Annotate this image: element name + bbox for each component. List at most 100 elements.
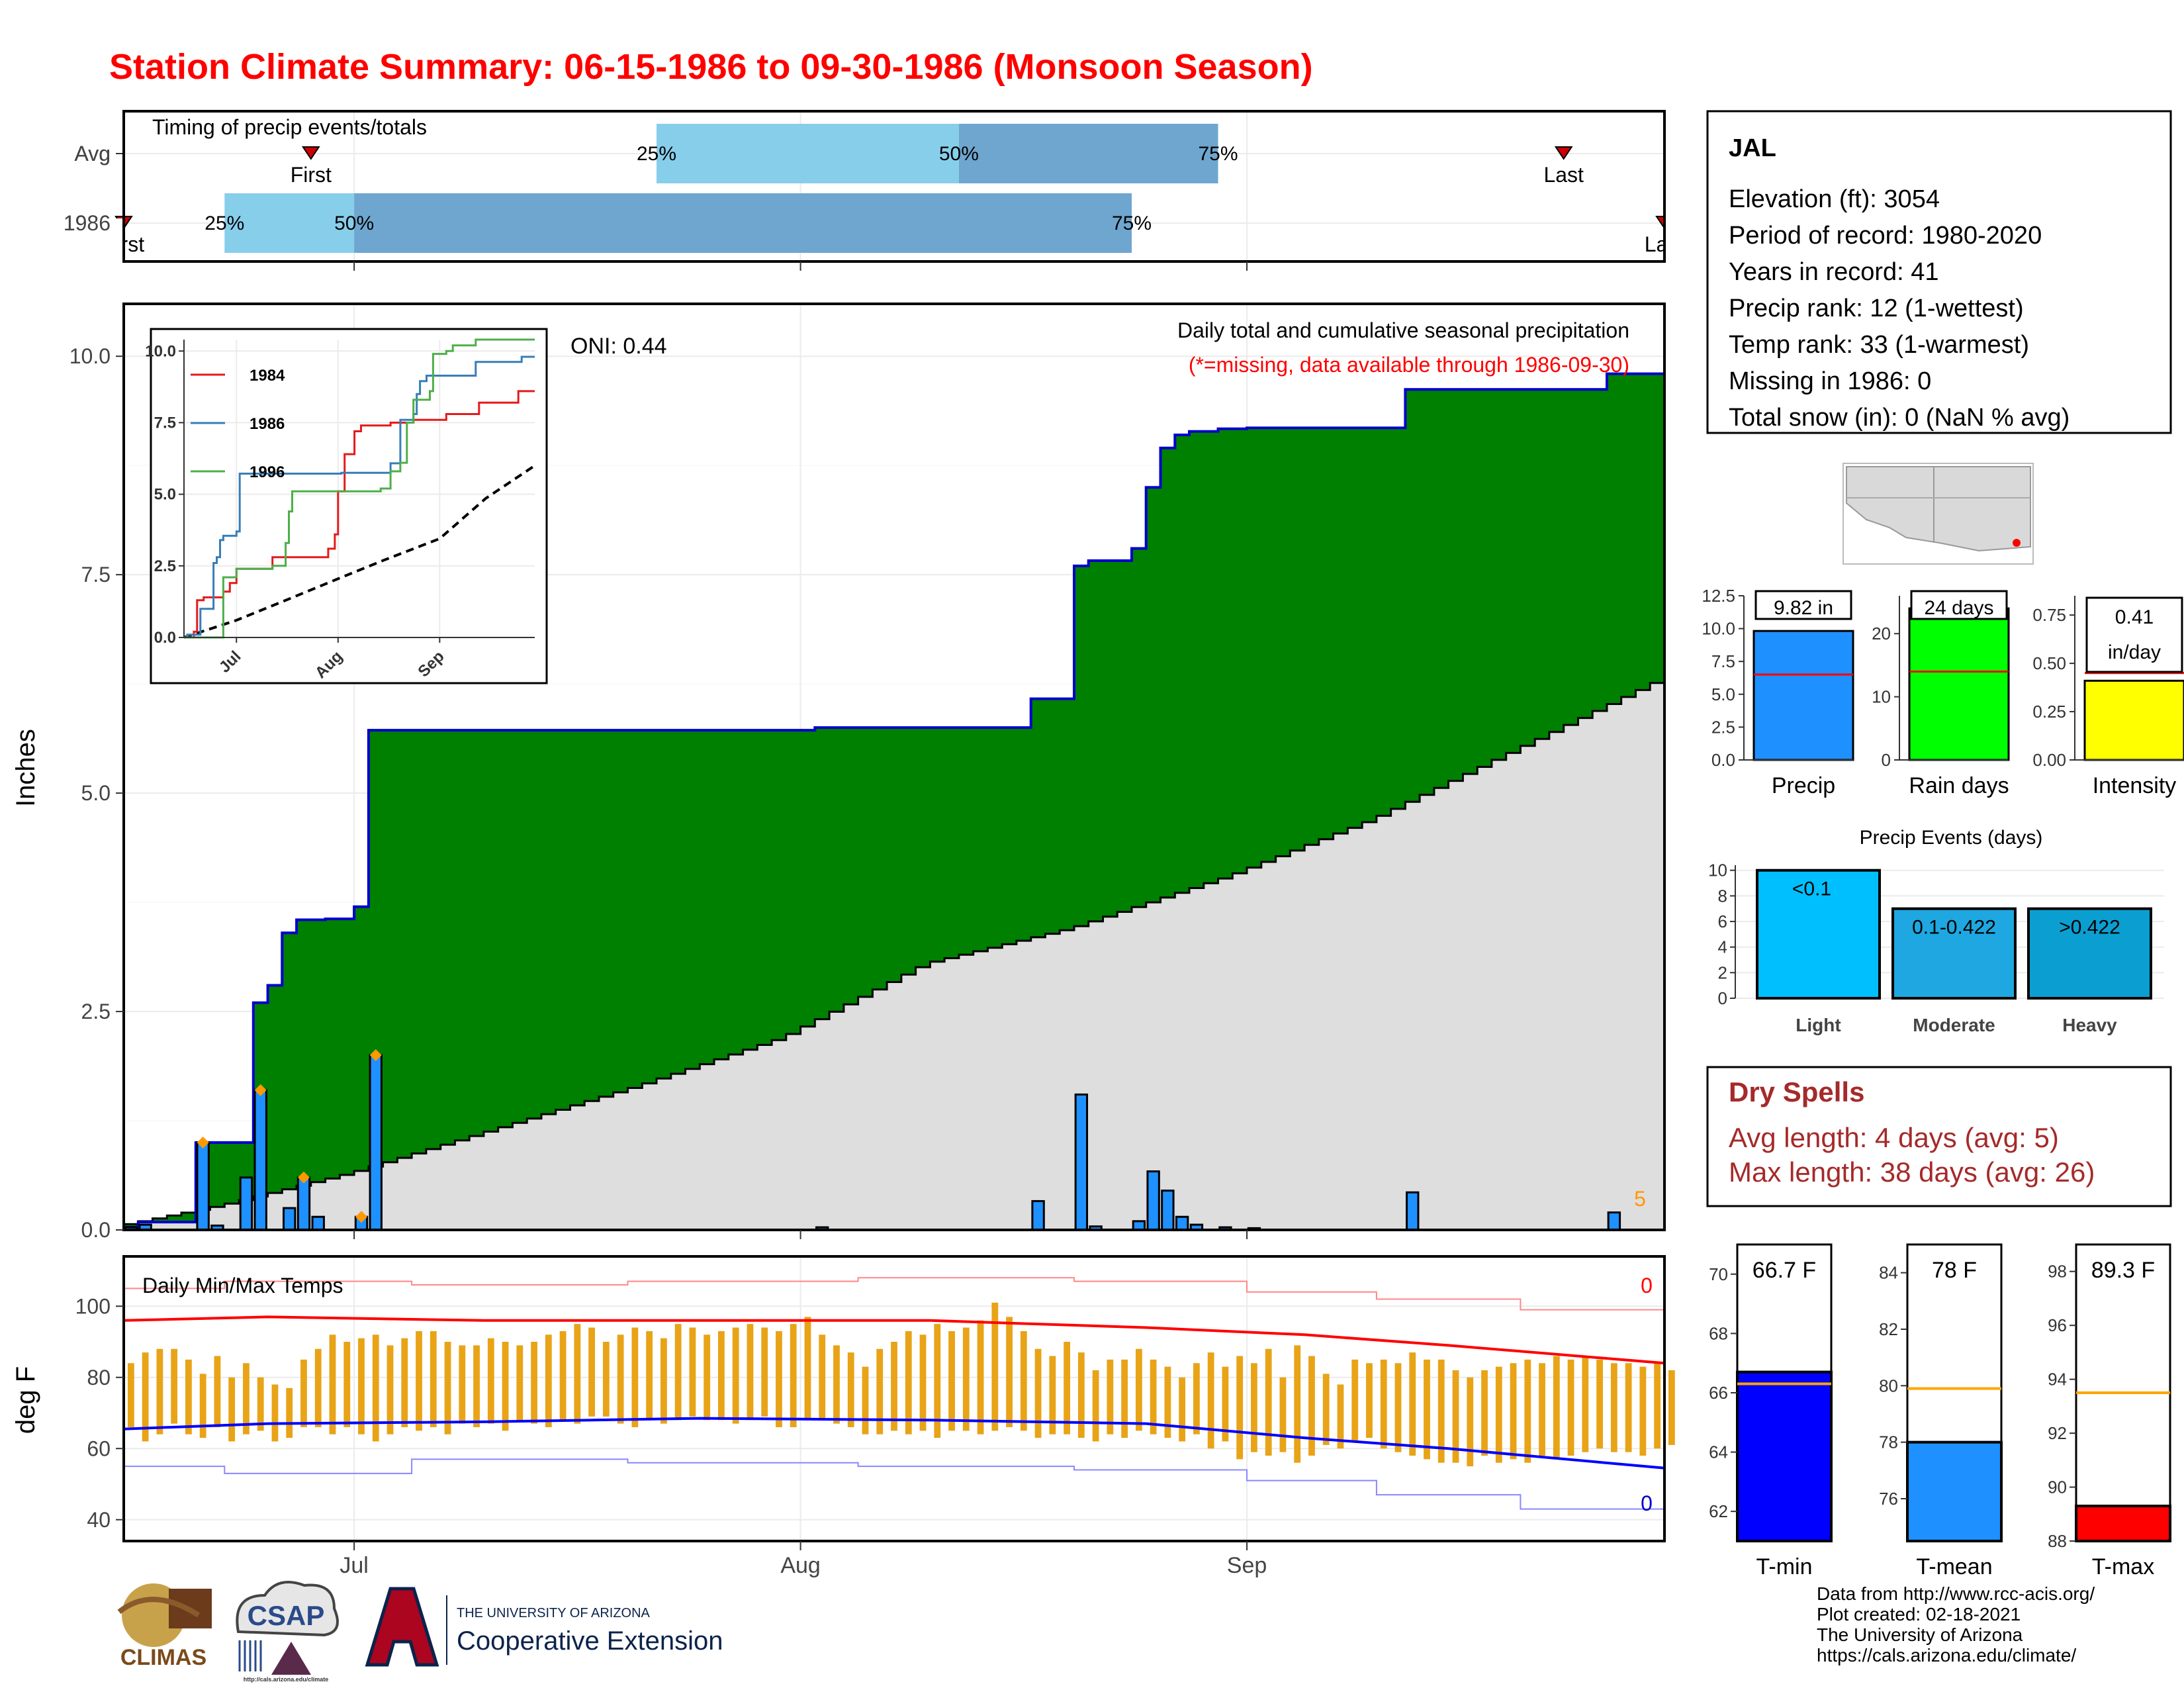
temp-summary-ytick-label: 80 [1879,1376,1898,1395]
missing-data-marker [197,1137,209,1149]
summary-ytick-label: 12.5 [1702,586,1735,606]
summary-value-label: 24 days [1924,597,1993,619]
footer-line-4: https://cals.arizona.edu/climate/ [1817,1645,2077,1665]
daily-precip-bar [311,1215,325,1231]
footer-credits: Data from http://www.rcc-acis.org/ Plot … [1817,1583,2095,1665]
daily-temp-range-bar [545,1335,552,1427]
ua-logo-top-text: THE UNIVERSITY OF ARIZONA [457,1606,651,1620]
daily-precip-bar [296,1176,311,1231]
summary-ytick-label: 0.0 [1711,750,1735,770]
missing-min-count: 0 [1641,1491,1653,1515]
precip-title: Daily total and cumulative seasonal prec… [1177,318,1629,342]
temp-summary-t-mean: 78 F 76 78 80 82 84 T-mean [1879,1243,2003,1579]
daily-temp-range-bar [531,1342,537,1424]
daily-temp-range-bar [142,1352,149,1442]
daily-temp-range-bar [1481,1370,1488,1456]
daily-temp-range-bar [962,1327,970,1431]
avg-cumulative-line [124,682,1664,1225]
missing-data-marker [254,1084,267,1096]
daily-temp-range-bar [1625,1363,1632,1452]
temp-summary-value: 89.3 F [2091,1258,2155,1283]
events-bar-heavy [2027,907,2152,1000]
daily-temp-range-bar [1553,1356,1560,1460]
daily-temp-range-bar [977,1320,984,1434]
timing-title: Timing of precip events/totals [152,115,427,139]
daily-temp-range-bar [704,1335,711,1421]
page-title: Station Climate Summary: 06-15-1986 to 0… [109,47,1313,87]
summary-panel-precip: 0.0 2.5 5.0 7.5 10.0 12.5 Precip 9.82 in [1702,586,1854,798]
timing-q25-label: 25% [637,143,676,165]
precip-y-axis-label: Inches [11,729,40,807]
timing-bar-50-75 [958,124,1218,183]
daily-temp-range-bar [588,1327,595,1417]
precip-panel: 0.0 2.5 5.0 7.5 10.0 Inches Daily total and cu… [11,303,1666,1242]
daily-precip-bar [1607,1211,1621,1231]
temp-summary-t-max: 89.3 F 88 90 92 94 96 98 T-max [2048,1243,2171,1579]
daily-temp-range-bar [243,1363,250,1434]
temp-summary-ytick-label: 94 [2048,1370,2067,1389]
temp-summary-ytick-label: 78 [1879,1432,1898,1452]
inset-ytick-label: 5.0 [154,486,176,504]
daily-temp-range-bar [1610,1363,1617,1452]
daily-temp-range-bar [430,1331,437,1427]
daily-temp-range-bar [329,1335,336,1434]
events-ytick-label: 4 [1718,937,1727,957]
timing-row-label: Avg [74,142,111,165]
daily-temp-range-bar [1006,1317,1013,1427]
daily-temp-range-bar [1567,1359,1574,1456]
station-info-line: Total snow (in): 0 (NaN % avg) [1729,404,2070,432]
precip-ytick-label: 0.0 [81,1218,111,1242]
temp-summary-bar [1906,1440,2003,1543]
daily-temp-range-bar [1121,1359,1128,1438]
summary-value-box [1910,590,2008,620]
inset-series-1986 [184,355,535,639]
summary-ytick-label: 10 [1872,687,1891,707]
station-info-line: Temp rank: 33 (1-warmest) [1729,331,2029,359]
daily-temp-range-bar [1251,1363,1257,1452]
station-info-line: Precip rank: 12 (1-wettest) [1729,295,2024,322]
temp-summary-ytick-label: 64 [1709,1442,1728,1462]
station-info-line: Years in record: 41 [1729,258,1939,286]
daily-temp-range-bar [1322,1374,1330,1445]
temp-summary-name: T-mean [1916,1554,1992,1579]
daily-temp-range-bar [1596,1359,1603,1449]
daily-precip-bar [1031,1199,1045,1231]
daily-temp-range-bar [1495,1366,1502,1463]
events-ytick-label: 6 [1718,912,1727,931]
daily-temp-range-bar [718,1331,725,1421]
daily-precip-bar [253,1089,267,1231]
daily-temp-range-bar [1510,1363,1517,1460]
temp-summary-ytick-label: 84 [1879,1263,1898,1283]
inset-ytick-label: 0.0 [154,629,176,647]
summary-ytick-label: 5.0 [1711,684,1735,704]
summary-bar-name: Intensity [2093,773,2177,798]
daily-temp-range-bar [127,1363,134,1427]
csap-logo-text: CSAP [248,1600,325,1631]
inset-series-1996 [184,338,535,639]
timing-mask-right [1666,106,1706,271]
daily-precip-bar [1406,1191,1420,1231]
daily-temp-range-bar [761,1327,768,1417]
station-info-line: Elevation (ft): 3054 [1729,185,1940,213]
daily-temp-range-bar [919,1335,927,1431]
daily-temp-range-bar [1092,1370,1099,1442]
temps-panel: Daily Min/Max Temps 0 0 40 60 80 100 Jul Aug Sep d… [11,1255,1675,1578]
daily-temp-range-bar [1668,1370,1675,1445]
daily-temp-range-bar [1366,1363,1373,1438]
daily-temp-range-bar [631,1327,639,1427]
daily-temp-range-bar [1279,1377,1287,1452]
temp-summary-bar [2075,1505,2171,1542]
precip-events-chart: Precip Events (days) <0.1 Light 0.1-0.422 Mo… [1707,827,2171,1035]
daily-temp-range-bar [1150,1359,1157,1434]
temp-summary-name: T-max [2092,1554,2154,1579]
location-map [1843,463,2034,565]
daily-temp-range-bar [646,1331,653,1421]
temps-xtick-label: Sep [1227,1553,1267,1578]
daily-temp-range-bar [444,1342,451,1434]
daily-temp-range-bar [459,1345,466,1424]
avg-min-line [123,1417,1665,1470]
precip-ytick-label: 7.5 [81,563,111,586]
timing-q75-label: 75% [1199,143,1238,165]
timing-bar-25-50 [224,193,355,253]
daily-temp-range-bar [487,1338,494,1424]
